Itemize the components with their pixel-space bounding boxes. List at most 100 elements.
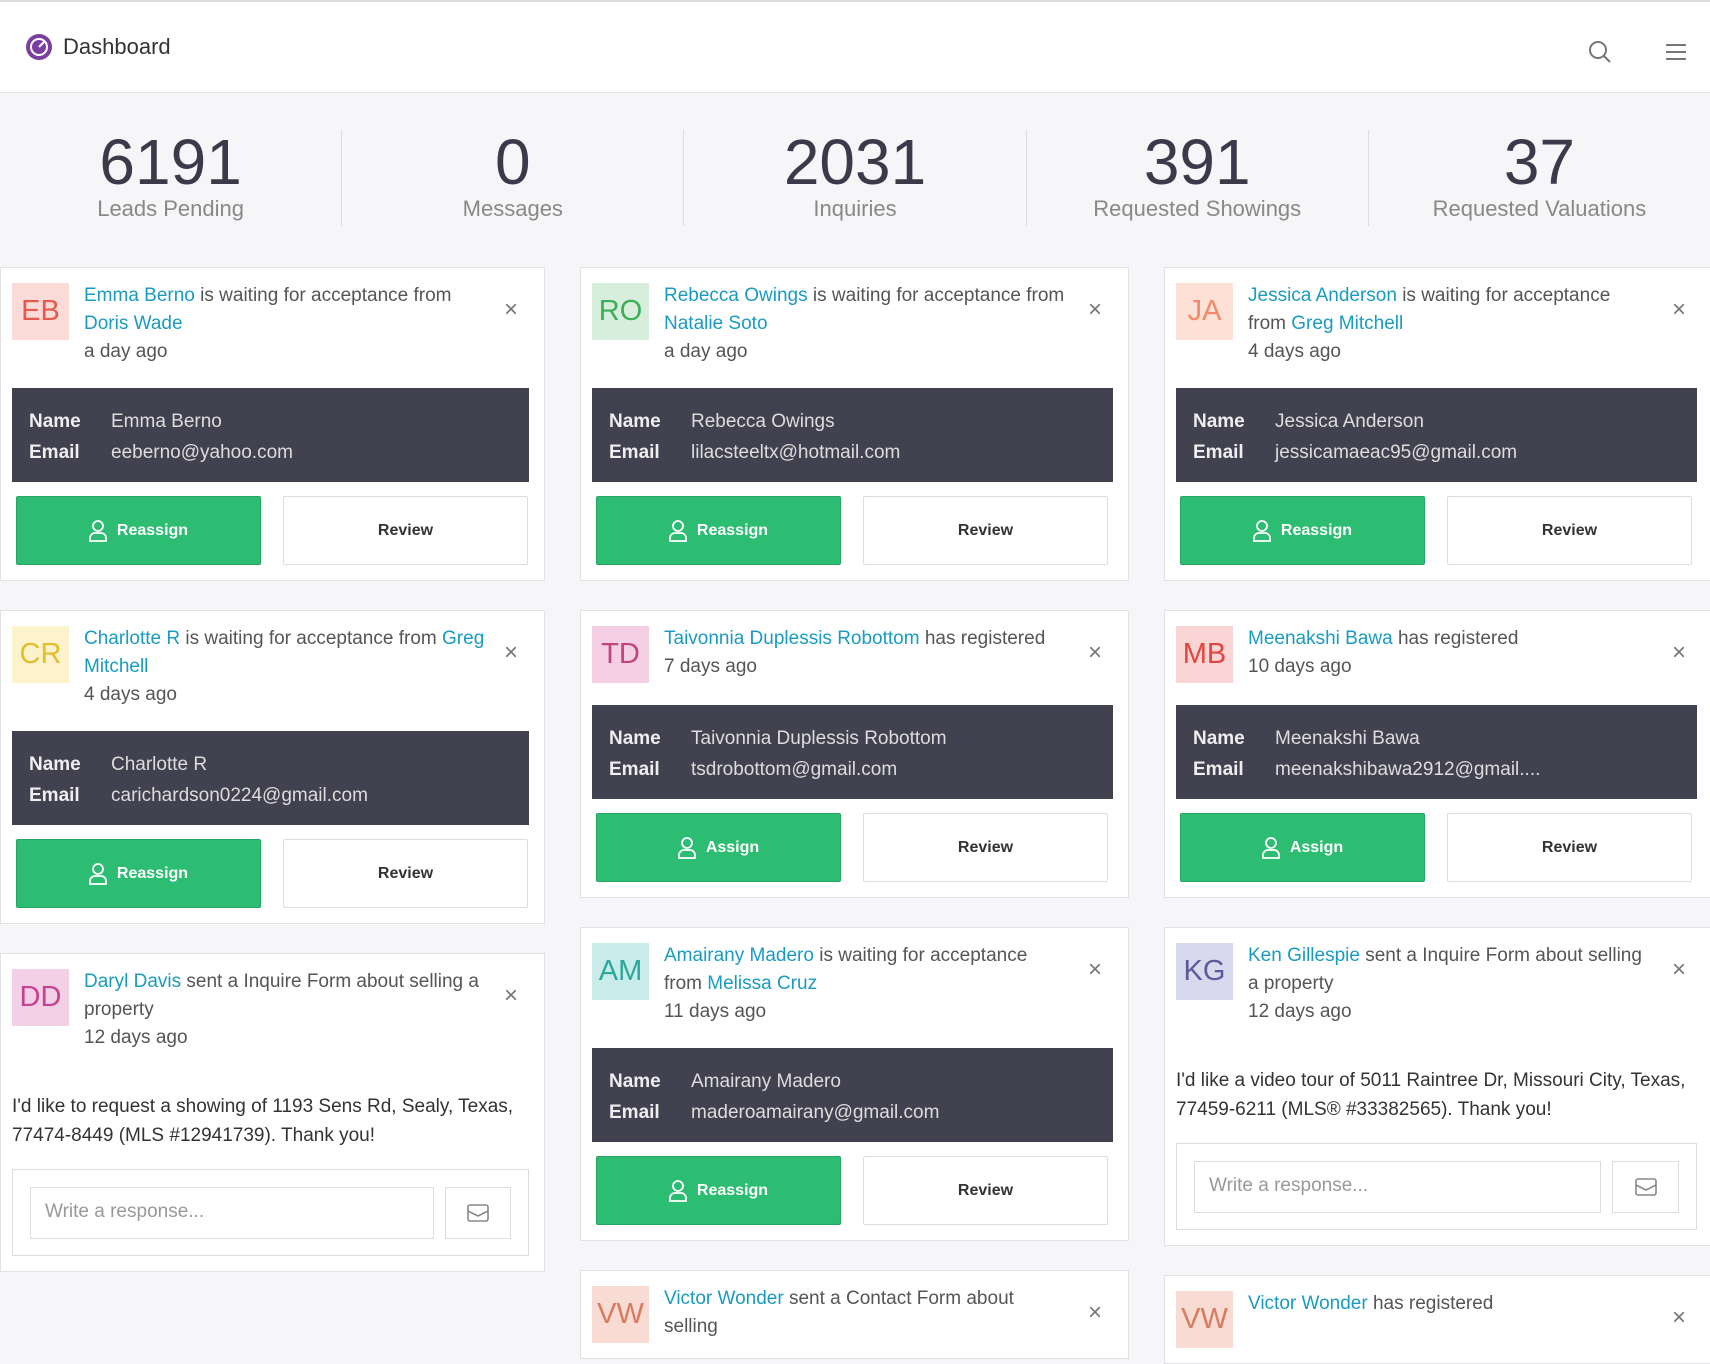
review-button[interactable]: Review — [1447, 496, 1692, 565]
assign-button[interactable]: Reassign — [16, 839, 261, 908]
card-head: EB Emma Berno is waiting for acceptance f… — [12, 283, 529, 366]
buttons: Reassign Review — [592, 1156, 1113, 1225]
review-button[interactable]: Review — [283, 496, 528, 565]
card: JA Jessica Anderson is waiting for accept… — [1164, 267, 1710, 581]
card-head: JA Jessica Anderson is waiting for accept… — [1176, 283, 1697, 366]
card-text: Ken Gillespie sent a Inquire Form about … — [1248, 942, 1653, 1026]
avatar: MB — [1176, 626, 1233, 683]
column: EB Emma Berno is waiting for acceptance f… — [0, 267, 545, 1272]
email-label: Email — [609, 1102, 660, 1123]
assign-button[interactable]: Reassign — [1180, 496, 1425, 565]
close[interactable]: × — [1087, 296, 1102, 323]
name-label: Name — [609, 1071, 661, 1092]
actor-link[interactable]: Daryl Davis — [84, 971, 182, 992]
stat: 391 Requested Showings — [1025, 130, 1368, 226]
stat: 2031 Inquiries — [683, 130, 1025, 226]
send-button[interactable] — [1612, 1161, 1679, 1213]
info-box: Name Rebecca Owings Email lilacsteeltx@hotm… — [592, 388, 1113, 482]
response-input[interactable]: Write a response... — [30, 1187, 434, 1239]
assign-button[interactable]: Assign — [1180, 813, 1425, 882]
time: 12 days ago — [1248, 1001, 1352, 1022]
email-label: Email — [1193, 759, 1244, 780]
close[interactable]: × — [1087, 639, 1102, 666]
name: Amairany Madero — [691, 1071, 841, 1092]
close[interactable]: × — [1671, 1304, 1686, 1331]
target-link[interactable]: Greg Mitchell — [84, 628, 485, 677]
time: 10 days ago — [1248, 656, 1352, 677]
card-text: Victor Wonder has registered — [1248, 1290, 1653, 1348]
search-icon[interactable] — [1588, 40, 1612, 64]
actor-link[interactable]: Victor Wonder — [1248, 1293, 1368, 1314]
response-input[interactable]: Write a response... — [1194, 1161, 1601, 1213]
target-link[interactable]: Melissa Cruz — [707, 973, 818, 994]
action: has registered — [924, 628, 1046, 649]
name-label: Name — [1193, 411, 1245, 432]
close[interactable]: × — [1087, 956, 1102, 983]
title: Dashboard — [63, 34, 171, 59]
stat-label: Requested Showings — [1093, 196, 1302, 221]
info-row: Email lilacsteeltx@hotmail.com — [609, 437, 1096, 468]
card: TD Taivonnia Duplessis Robottom has regis… — [580, 610, 1129, 898]
avatar: JA — [1176, 283, 1233, 340]
card-head: AM Amairany Madero is waiting for accepta… — [592, 943, 1113, 1026]
close[interactable]: × — [1671, 639, 1686, 666]
avatar: RO — [592, 283, 649, 340]
actor-link[interactable]: Jessica Anderson — [1248, 285, 1397, 306]
action: has registered — [1397, 628, 1519, 649]
card: AM Amairany Madero is waiting for accepta… — [580, 927, 1129, 1241]
menu-icon[interactable] — [1664, 42, 1688, 62]
actor-link[interactable]: Rebecca Owings — [664, 285, 808, 306]
assign-button[interactable]: Reassign — [16, 496, 261, 565]
email-label: Email — [29, 442, 80, 463]
review-button[interactable]: Review — [863, 496, 1108, 565]
card: VW Victor Wonder sent a Contact Form abou… — [580, 1270, 1129, 1359]
actor-link[interactable]: Charlotte R — [84, 628, 181, 649]
actor-link[interactable]: Emma Berno — [84, 285, 195, 306]
column: JA Jessica Anderson is waiting for accept… — [1164, 267, 1710, 1364]
email-label: Email — [1193, 442, 1244, 463]
stat-label: Requested Valuations — [1432, 196, 1647, 221]
close[interactable]: × — [503, 296, 518, 323]
review-button[interactable]: Review — [863, 1156, 1108, 1225]
info-box: Name Taivonnia Duplessis Robottom Email tsd… — [592, 705, 1113, 799]
avatar: AM — [592, 943, 649, 1000]
actor-link[interactable]: Victor Wonder — [664, 1288, 784, 1309]
actor-link[interactable]: Taivonnia Duplessis Robottom — [664, 628, 920, 649]
target-link[interactable]: Greg Mitchell — [1291, 313, 1404, 334]
buttons: Assign Review — [1176, 813, 1697, 882]
stat-label: Leads Pending — [97, 196, 244, 221]
close[interactable]: × — [503, 639, 518, 666]
close[interactable]: × — [503, 982, 518, 1009]
card-text: Emma Berno is waiting for acceptance fro… — [84, 282, 489, 366]
info-row: Email meenakshibawa2912@gmail.... — [1193, 754, 1680, 785]
send-button[interactable] — [444, 1187, 511, 1239]
stat-label: Inquiries — [813, 196, 897, 221]
action: is waiting for acceptance from — [664, 945, 1028, 994]
action: is waiting for acceptance from — [185, 628, 437, 649]
actor-link[interactable]: Ken Gillespie — [1248, 945, 1360, 966]
buttons: Reassign Review — [592, 496, 1113, 565]
buttons: Reassign Review — [12, 839, 529, 908]
close[interactable]: × — [1671, 956, 1686, 983]
actor-link[interactable]: Amairany Madero — [664, 945, 814, 966]
name-label: Name — [1193, 728, 1245, 749]
review-button[interactable]: Review — [1447, 813, 1692, 882]
avatar: CR — [12, 626, 69, 683]
target-link[interactable]: Doris Wade — [84, 313, 183, 334]
name: Charlotte R — [111, 754, 208, 775]
card-head: DD Daryl Davis sent a Inquire Form about … — [12, 969, 529, 1052]
response-box: Write a response... — [12, 1169, 529, 1256]
review-button[interactable]: Review — [863, 813, 1108, 882]
email: tsdrobottom@gmail.com — [691, 759, 898, 780]
close[interactable]: × — [1671, 296, 1686, 323]
assign-button[interactable]: Assign — [596, 813, 841, 882]
header: Dashboard — [0, 0, 1710, 93]
assign-button[interactable]: Reassign — [596, 496, 841, 565]
actor-link[interactable]: Meenakshi Bawa — [1248, 628, 1393, 649]
review-button[interactable]: Review — [283, 839, 528, 908]
name: Emma Berno — [111, 411, 222, 432]
assign-button[interactable]: Reassign — [596, 1156, 841, 1225]
target-link[interactable]: Natalie Soto — [664, 313, 768, 334]
close[interactable]: × — [1087, 1299, 1102, 1326]
info-row: Email jessicamaeac95@gmail.com — [1193, 437, 1680, 468]
